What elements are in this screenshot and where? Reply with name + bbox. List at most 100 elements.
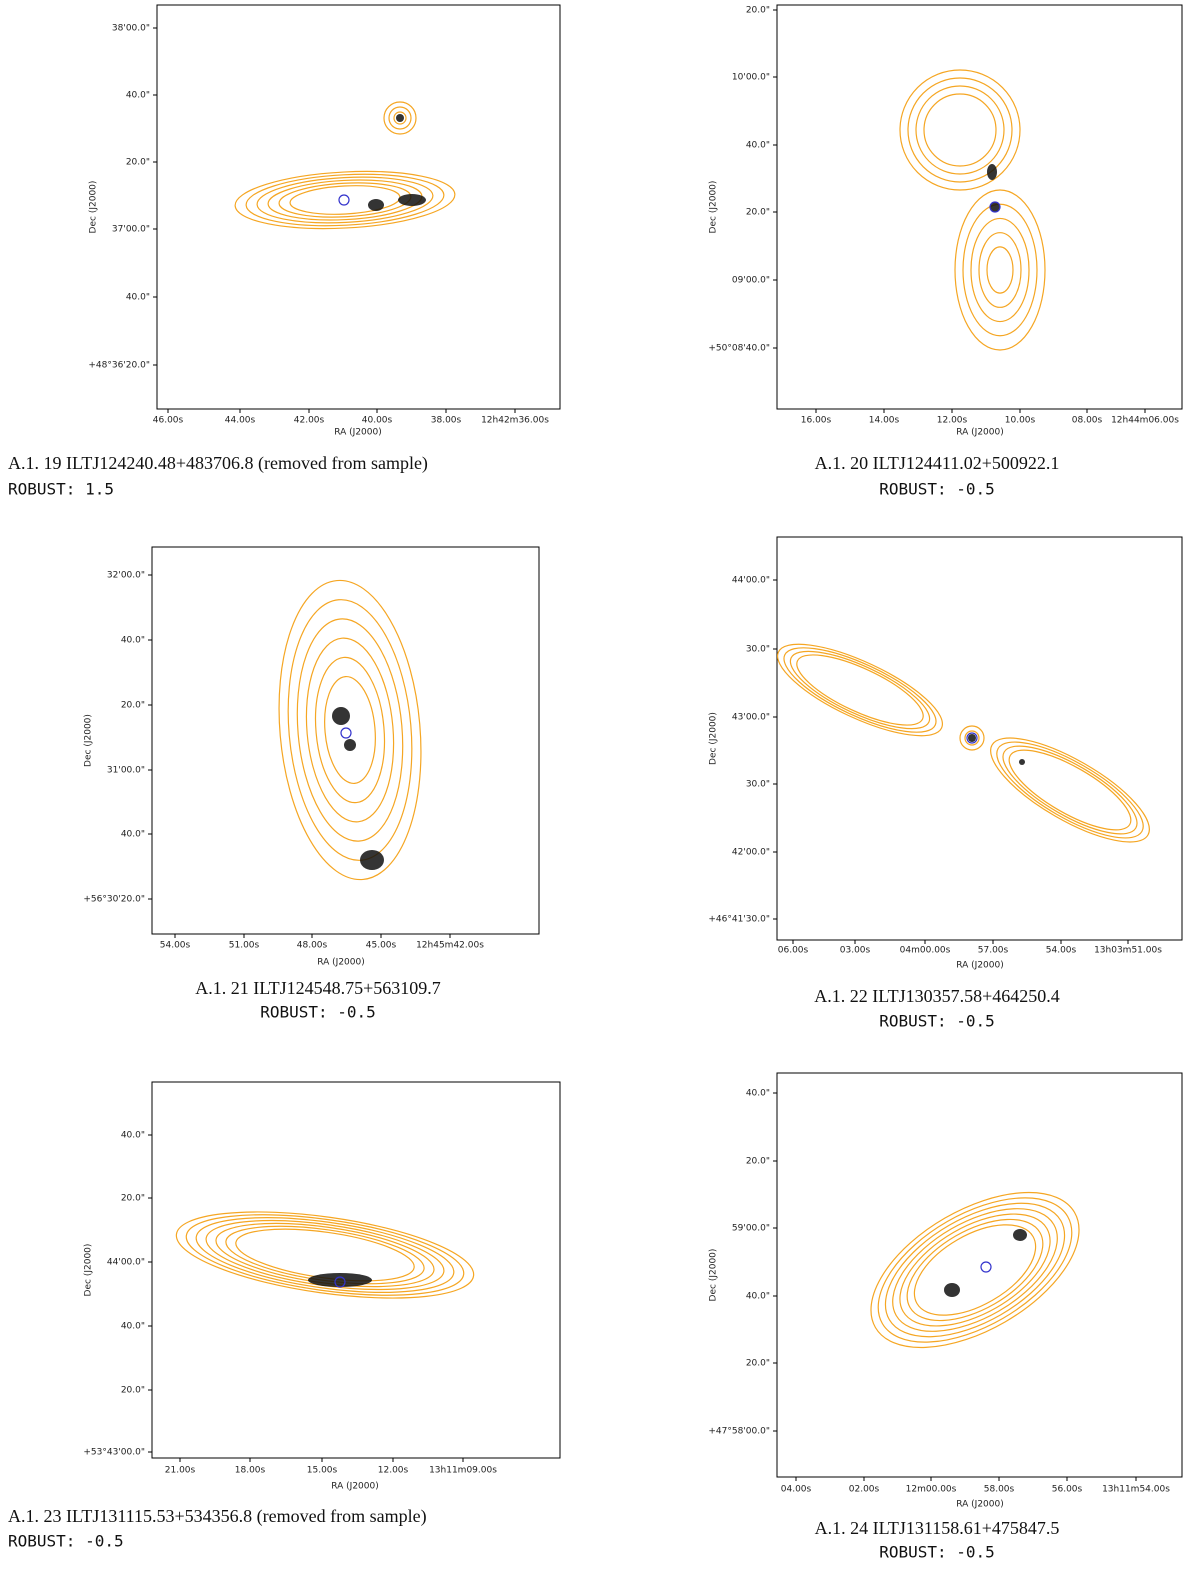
contour [978, 232, 1022, 308]
y-tick-label: 31'00.0" [107, 766, 145, 776]
host-marker [340, 727, 352, 739]
y-tick-label: 40.0" [126, 293, 150, 303]
robust-value: ROBUST: -0.5 [879, 480, 995, 499]
y-tick-label: 42'00.0" [732, 848, 770, 858]
contour [884, 1202, 1066, 1338]
x-axis-label: RA (J2000) [334, 428, 382, 438]
contour [892, 1208, 1058, 1332]
y-axis-label: Dec (J2000) [709, 712, 719, 765]
contour [314, 656, 386, 804]
contour [996, 741, 1144, 839]
source-blob [308, 1273, 372, 1287]
y-tick-label: 20.0" [121, 1386, 145, 1396]
contour [393, 111, 407, 125]
x-tick-label: 38.00s [431, 416, 462, 426]
image-frame [156, 4, 561, 410]
y-axis-label: Dec (J2000) [84, 714, 94, 767]
contour [296, 618, 404, 842]
source-blob [396, 114, 404, 122]
y-tick-label: 40.0" [746, 1292, 770, 1302]
source-blob [368, 199, 384, 211]
contour [913, 1224, 1037, 1316]
y-tick-label: 40.0" [121, 636, 145, 646]
y-tick-label: 20.0" [746, 208, 770, 218]
contour [195, 1217, 455, 1293]
x-tick-label: 56.00s [1052, 1485, 1083, 1495]
y-tick-label: 30.0" [746, 645, 770, 655]
source-blob [968, 734, 976, 742]
y-tick-label: 20.0" [746, 1157, 770, 1167]
x-tick-label: 54.00s [1046, 946, 1077, 956]
contour [324, 675, 376, 785]
contour [256, 176, 434, 224]
caption: A.1. 23 ILTJ131115.53+534356.8 (removed … [8, 1506, 427, 1527]
caption: A.1. 19 ILTJ124240.48+483706.8 (removed … [8, 453, 428, 474]
x-tick-label: 13h03m51.00s [1094, 946, 1162, 956]
contour [1002, 745, 1138, 835]
x-tick-label: 02.00s [849, 1485, 880, 1495]
y-tick-label: 09'00.0" [732, 276, 770, 286]
x-tick-label: 58.00s [984, 1485, 1015, 1495]
y-tick-label: 20.0" [126, 158, 150, 168]
source-blob [944, 1283, 960, 1297]
y-tick-label: 30.0" [746, 780, 770, 790]
x-axis-label: RA (J2000) [331, 1482, 379, 1492]
contour [245, 173, 445, 227]
robust-value: ROBUST: 1.5 [8, 480, 114, 499]
contour [907, 77, 1013, 183]
y-tick-label: 20.0" [121, 701, 145, 711]
host-marker [966, 732, 978, 744]
x-tick-label: 48.00s [297, 941, 328, 951]
y-tick-label: 20.0" [746, 1359, 770, 1369]
x-tick-label: 44.00s [225, 416, 256, 426]
y-tick-label: 40.0" [126, 91, 150, 101]
x-tick-label: 12.00s [378, 1466, 409, 1476]
contour [383, 101, 417, 135]
source-blob [332, 707, 350, 725]
host-marker [338, 194, 350, 206]
contour [234, 170, 456, 230]
x-axis-label: RA (J2000) [956, 428, 1004, 438]
x-tick-label: 12h42m36.00s [481, 416, 549, 426]
contour [959, 725, 985, 751]
x-axis-label: RA (J2000) [956, 1500, 1004, 1510]
caption: A.1. 20 ILTJ124411.02+500922.1 [815, 453, 1060, 473]
x-tick-label: 51.00s [229, 941, 260, 951]
y-axis-label: Dec (J2000) [709, 1249, 719, 1302]
x-tick-label: 42.00s [294, 416, 325, 426]
source-blob [398, 194, 426, 206]
source-blob [360, 850, 384, 870]
contour [877, 1197, 1073, 1343]
y-tick-label: 43'00.0" [732, 713, 770, 723]
contour [899, 1213, 1051, 1327]
x-tick-label: 46.00s [153, 416, 184, 426]
y-axis-label: Dec (J2000) [84, 1244, 94, 1297]
caption: A.1. 22 ILTJ130357.58+464250.4 [814, 986, 1060, 1006]
figure-panel: 32'00.0" 40.0" 20.0" 31'00.0" 40.0" +56°30'20… [83, 546, 540, 1022]
contour [906, 1218, 1044, 1322]
x-tick-label: 16.00s [801, 416, 832, 426]
contour [923, 93, 997, 167]
x-tick-label: 14.00s [869, 416, 900, 426]
y-tick-label: 59'00.0" [732, 1224, 770, 1234]
y-tick-label: 44'00.0" [732, 576, 770, 586]
robust-value: ROBUST: -0.5 [8, 1532, 124, 1551]
y-axis-label: Dec (J2000) [709, 181, 719, 234]
x-axis-label: RA (J2000) [317, 958, 365, 968]
contour [970, 217, 1030, 323]
robust-value: ROBUST: -0.5 [879, 1543, 995, 1562]
caption: A.1. 24 ILTJ131158.61+475847.5 [815, 1518, 1060, 1538]
contour [776, 643, 944, 737]
y-tick-label: 40.0" [121, 830, 145, 840]
x-axis-label: RA (J2000) [956, 961, 1004, 971]
y-tick-label: +53°43'00.0" [83, 1448, 145, 1458]
host-marker [334, 1276, 346, 1288]
y-tick-label: 40.0" [121, 1131, 145, 1141]
contour [954, 189, 1046, 351]
y-tick-label: +46°41'30.0" [708, 915, 770, 925]
x-tick-label: 21.00s [165, 1466, 196, 1476]
x-tick-label: 04.00s [781, 1485, 812, 1495]
x-tick-label: 08.00s [1072, 416, 1103, 426]
y-tick-label: 20.0" [746, 6, 770, 16]
